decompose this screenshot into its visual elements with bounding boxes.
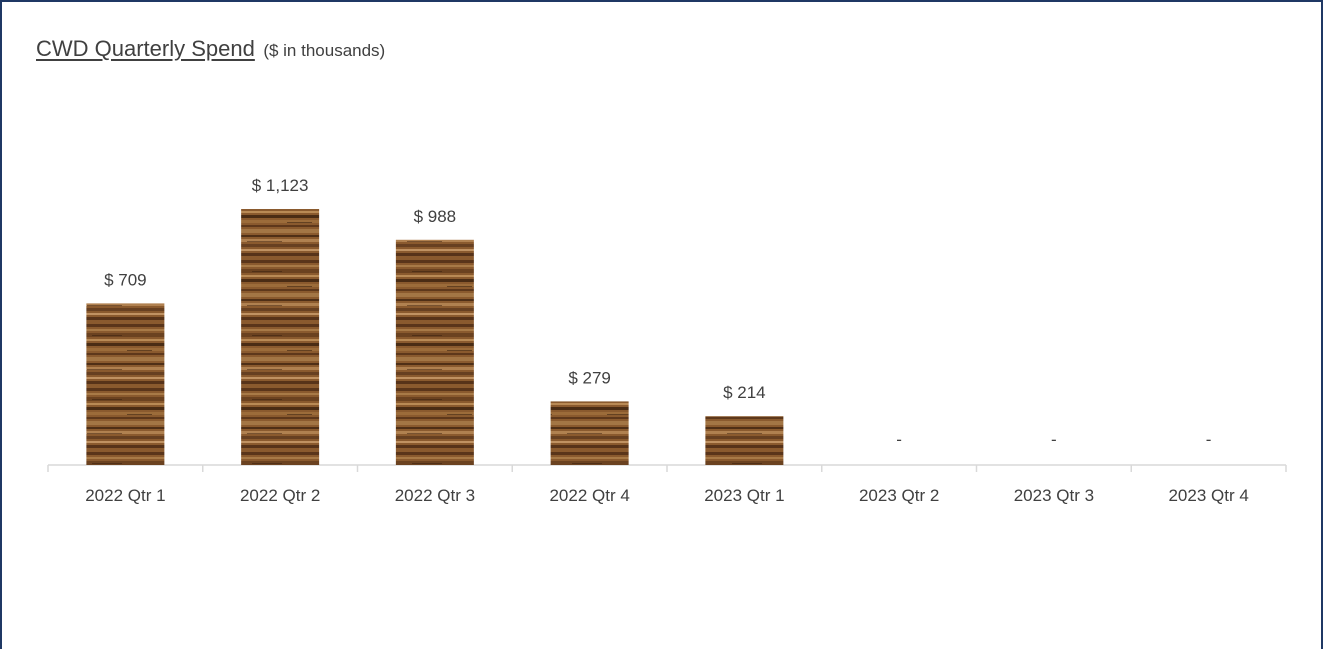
category-tick-label: 2023 Qtr 2 xyxy=(859,486,939,505)
category-tick-label: 2023 Qtr 4 xyxy=(1168,486,1248,505)
x-axis-ticks xyxy=(47,465,1287,472)
data-label: $ 709 xyxy=(104,270,147,289)
category-tick-label: 2023 Qtr 1 xyxy=(704,486,784,505)
data-label: - xyxy=(1051,430,1057,449)
data-label: - xyxy=(1206,430,1212,449)
bar xyxy=(705,416,784,465)
bar xyxy=(395,239,474,465)
category-tick-label: 2022 Qtr 4 xyxy=(549,486,629,505)
category-tick-label: 2023 Qtr 3 xyxy=(1014,486,1094,505)
bars-group xyxy=(86,209,784,465)
data-label: $ 214 xyxy=(723,383,766,402)
category-tick-label: 2022 Qtr 1 xyxy=(85,486,165,505)
chart-subtitle: ($ in thousands) xyxy=(263,41,386,60)
bar xyxy=(86,303,165,465)
category-tick-label: 2022 Qtr 2 xyxy=(240,486,320,505)
data-label: $ 1,123 xyxy=(252,176,309,195)
category-tick-label: 2022 Qtr 3 xyxy=(395,486,475,505)
data-label: $ 988 xyxy=(414,207,457,226)
bar xyxy=(550,401,629,465)
category-labels-group: 2022 Qtr 1 2022 Qtr 2 2022 Qtr 3 2022 Qtr 4… xyxy=(85,486,1249,505)
bar xyxy=(241,209,320,465)
chart-title-row: CWD Quarterly Spend ($ in thousands) xyxy=(36,36,385,62)
data-label: - xyxy=(896,430,902,449)
data-labels-group: $ 709 $ 1,123 $ 988 $ 279 $ 214 - - - xyxy=(104,176,1211,449)
chart-title: CWD Quarterly Spend xyxy=(36,36,255,61)
data-label: $ 279 xyxy=(568,368,611,387)
